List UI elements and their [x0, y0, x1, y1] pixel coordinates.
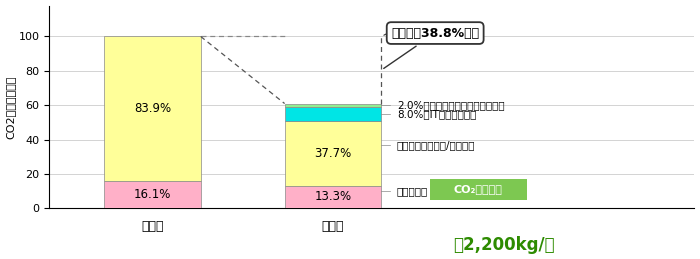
Text: 導入前: 導入前 [141, 220, 164, 233]
Text: 37.7%: 37.7% [314, 147, 351, 160]
Text: 83.9%: 83.9% [134, 102, 171, 115]
Text: 礄2,200kg/年: 礄2,200kg/年 [453, 236, 555, 254]
Bar [285, 104, 382, 107]
Text: トータル38.8%削減: トータル38.8%削減 [384, 27, 480, 68]
Text: 導入後: 導入後 [322, 220, 344, 233]
Text: CO₂削減効果: CO₂削減効果 [454, 184, 503, 195]
FancyBboxPatch shape [430, 179, 526, 200]
Text: 16.1%: 16.1% [134, 188, 171, 201]
Text: 8.0%　IT機器等の電力: 8.0% IT機器等の電力 [397, 109, 476, 119]
Text: 紙の使用量: 紙の使用量 [397, 186, 428, 196]
Bar [285, 121, 382, 185]
Bar [104, 181, 201, 208]
Y-axis label: CO2排出量（％）: CO2排出量（％） [6, 75, 15, 139]
Text: 13.3%: 13.3% [314, 190, 351, 204]
Bar [104, 37, 201, 181]
Text: 2.0%　ネットワークデータ通信量: 2.0% ネットワークデータ通信量 [397, 100, 505, 110]
Text: オフィススペース/作業工数: オフィススペース/作業工数 [397, 140, 475, 150]
Bar [285, 185, 382, 208]
Bar [285, 107, 382, 121]
